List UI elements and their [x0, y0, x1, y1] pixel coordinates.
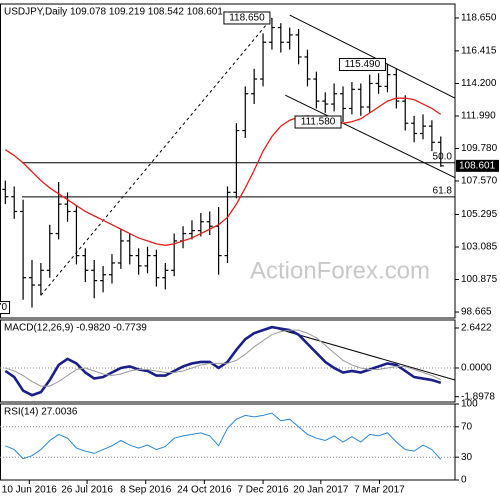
moving-average: [4, 97, 442, 246]
annotation-box: [338, 57, 386, 71]
series-line: [5, 412, 442, 460]
trend-line: [40, 17, 273, 296]
y-tick-label: 2.6422: [461, 323, 492, 334]
y-tick-label: 103.085: [461, 242, 498, 253]
x-tick-label: 7 Mar 2017: [354, 485, 405, 496]
annotation-label: 118.650: [229, 13, 265, 24]
x-tick-label: 8 Sep 2016: [120, 485, 172, 496]
panel-title: RSI(14) 27.0036: [4, 407, 78, 418]
panel-title: USDJPY,Daily 109.078 109.219 108.542 108…: [4, 7, 223, 18]
annotation-box: [223, 11, 271, 25]
x-tick-label: 24 Oct 2016: [177, 485, 232, 496]
y-tick-label: -1.8978: [461, 391, 495, 402]
panel-plot: [2, 14, 455, 308]
y-tick-label: 0: [461, 475, 467, 486]
y-tick-label: 109.780: [461, 143, 498, 154]
y-tick-label: 30: [461, 452, 473, 463]
y-tick-label: 0.0000: [461, 363, 492, 374]
panel-border: [0, 3, 456, 319]
x-tick-label: 26 Jul 2016: [61, 485, 113, 496]
y-tick-label: 118.650: [461, 13, 497, 24]
watermark: ActionForex.com: [250, 257, 430, 284]
annotation-box: [0, 301, 11, 315]
annotation-label: 111.580: [301, 117, 336, 128]
y-tick-label: 116.415: [461, 46, 497, 57]
trend-line: [285, 94, 455, 179]
y-tick-label: 100: [461, 399, 478, 410]
panel-border: [0, 403, 456, 481]
x-tick-label: 7 Dec 2016: [237, 485, 289, 496]
trend-line: [289, 14, 455, 99]
y-tick-label: 105.295: [461, 209, 498, 220]
panel-plot: [0, 325, 455, 397]
trend-line: [271, 326, 455, 381]
fib-label: 50.0: [433, 151, 453, 162]
panel-title: MACD(12,26,9) -0.9820 -0.7739: [4, 323, 147, 334]
y-tick-label: 111.990: [461, 111, 496, 122]
last-price-label: 108.601: [459, 160, 496, 171]
fib-label: 61.8: [433, 186, 453, 197]
series-line: [5, 329, 441, 387]
series-line: [4, 325, 442, 397]
y-tick-label: 70: [461, 421, 473, 432]
x-tick-label: 10 Jun 2016: [2, 485, 57, 496]
y-tick-label: 107.570: [461, 176, 498, 187]
x-tick-label: 20 Jan 2017: [293, 485, 348, 496]
y-tick-label: 100.875: [461, 274, 498, 285]
annotation-label: 115.490: [345, 59, 381, 70]
y-tick-label: 114.200: [461, 78, 497, 89]
last-price-box: [456, 159, 499, 172]
annotation-label: 70: [0, 302, 8, 313]
annotation-box: [294, 115, 342, 129]
y-tick-label: 98.665: [461, 307, 492, 318]
panel-plot: [0, 412, 455, 460]
panel-border: [0, 319, 456, 403]
